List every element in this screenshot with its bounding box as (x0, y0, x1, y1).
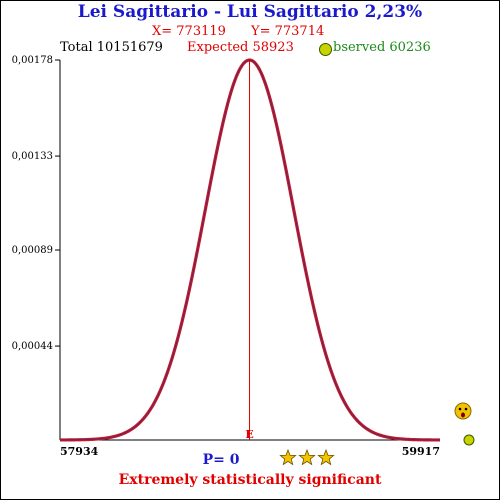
green-dot-icon (319, 43, 332, 56)
y-tick-label: 0,00133 (12, 151, 53, 162)
x-count-label: X= 773119 (152, 24, 226, 39)
observed-label: bserved 60236 (333, 40, 431, 55)
star-icon (279, 448, 297, 466)
verdict-label: Extremely statistically significant (118, 472, 382, 488)
face-shape (454, 402, 472, 420)
x-tick-label-min: 57934 (60, 445, 99, 458)
face-eye-left (458, 407, 462, 411)
stars-rating (279, 448, 339, 471)
y-tick-label: 0,00044 (12, 341, 53, 352)
y-count-label: Y= 773714 (251, 24, 325, 39)
face-eye-right (464, 407, 468, 411)
green-dot-icon (463, 434, 475, 446)
y-ticks: 0,00044 0,00089 0,00133 0,00178 (12, 55, 60, 352)
chart-title: Lei Sagittario - Lui Sagittario 2,23% (77, 2, 423, 22)
decorations (454, 402, 475, 446)
star-icon (298, 448, 316, 466)
face-mouth (461, 412, 465, 418)
y-tick-label: 0,00089 (12, 245, 53, 256)
expected-marker-label: E (245, 428, 253, 441)
total-label: Total 10151679 (60, 40, 163, 55)
stars-svg (279, 448, 335, 466)
expected-label: Expected 58923 (187, 40, 294, 55)
x-tick-labels: 57934 59917 (60, 445, 440, 458)
worried-face-icon (454, 402, 472, 420)
p-value-label: P= 0 (202, 452, 240, 468)
x-tick-label-max: 59917 (402, 445, 440, 458)
p-value-row: P= 0 (0, 452, 500, 468)
expected-marker: E (245, 60, 254, 441)
y-tick-label: 0,00178 (12, 55, 53, 66)
star-icon (317, 448, 335, 466)
